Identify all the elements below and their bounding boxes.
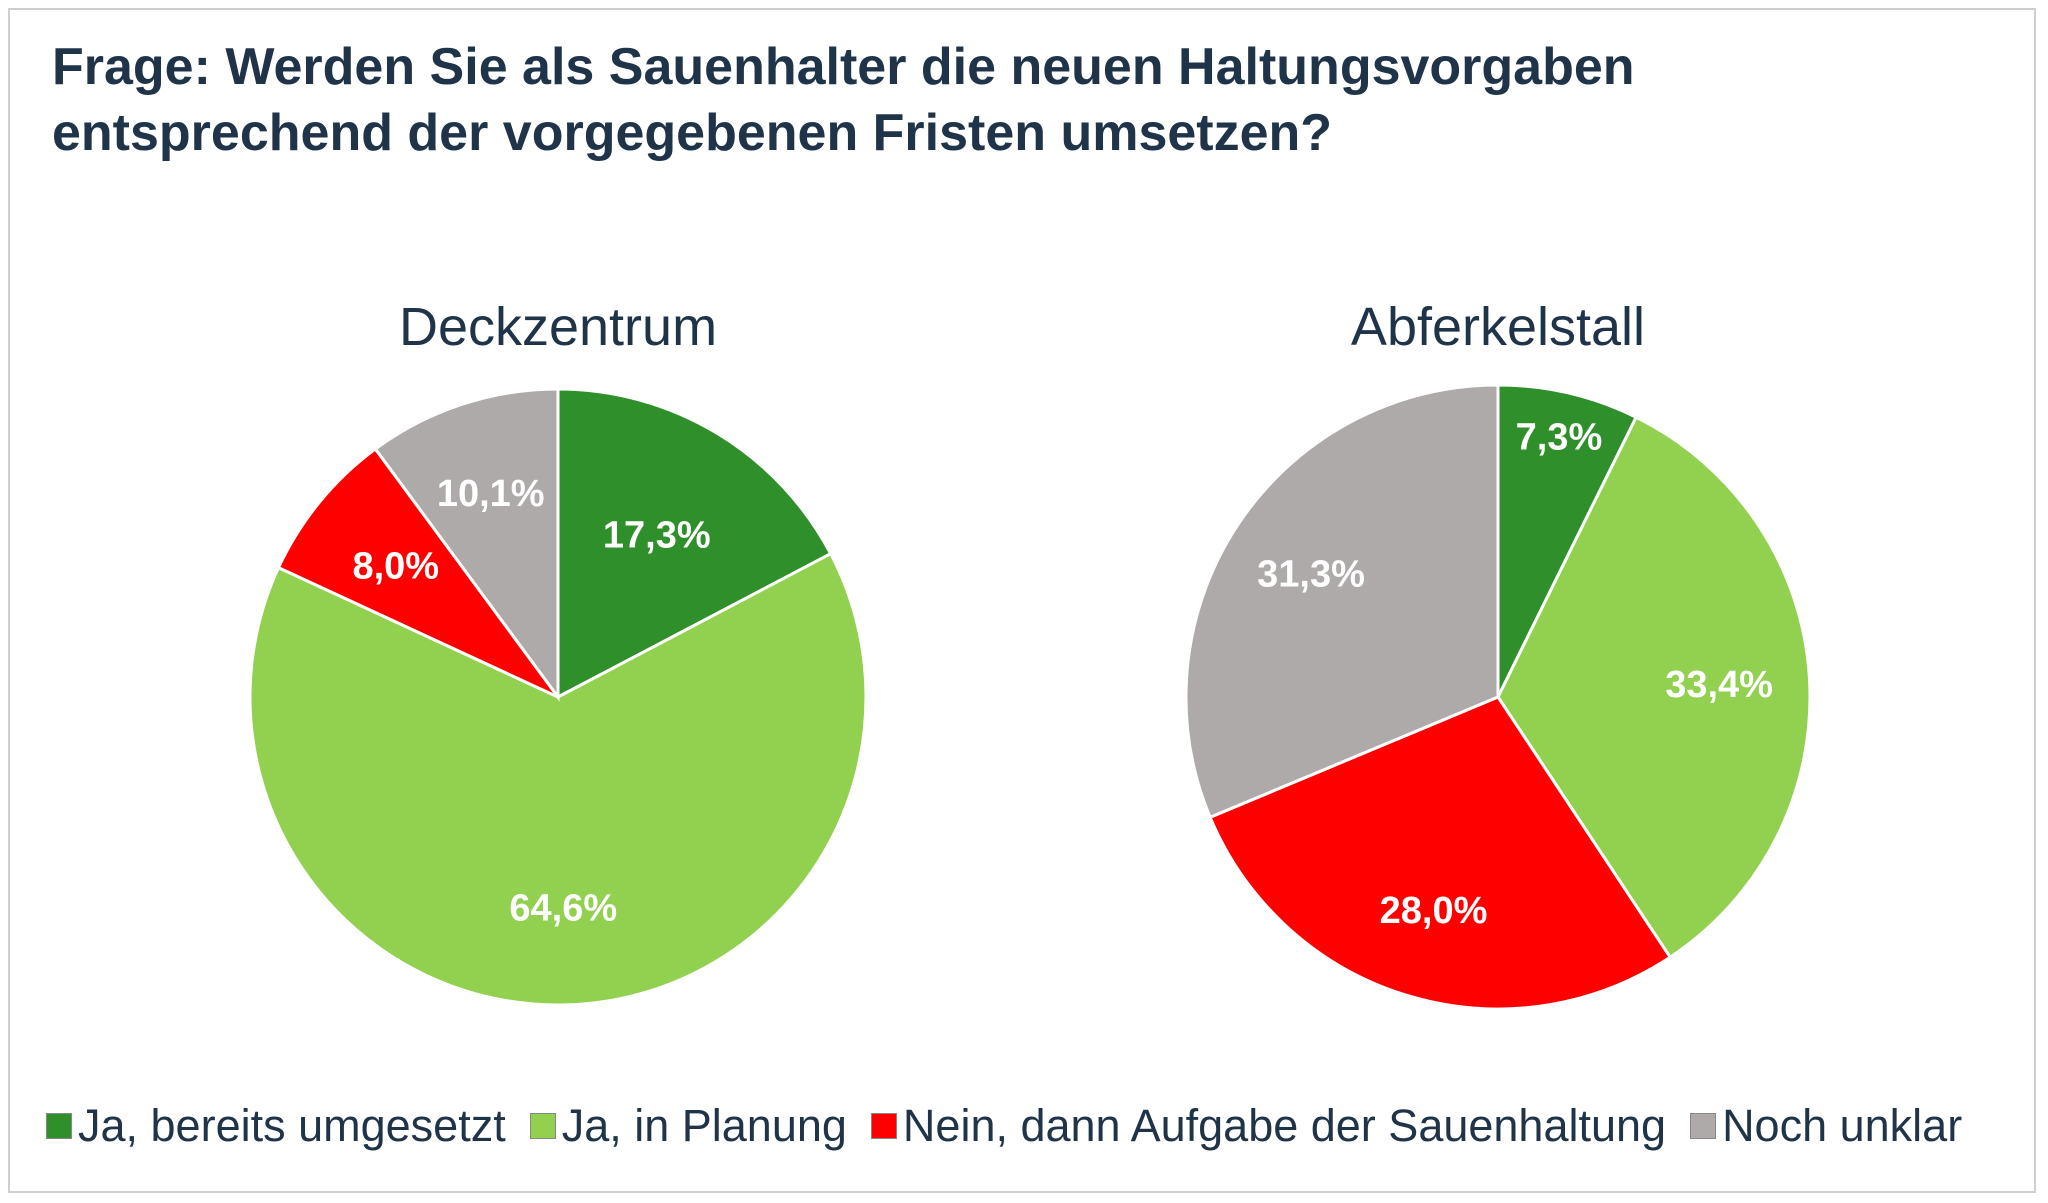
- pie-slice: [556, 387, 833, 700]
- legend-swatch: [1690, 1113, 1717, 1139]
- pie-deckzentrum: Deckzentrum 17,3% 64,6% 8,0% 10,1%: [248, 297, 868, 1007]
- pie-slice: [1184, 383, 1500, 820]
- data-label: 10,1%: [437, 473, 545, 515]
- legend-item-ja-in-planung: Ja, in Planung: [529, 1100, 847, 1152]
- title-line-2: entsprechend der vorgegebenen Fristen um…: [52, 104, 1333, 162]
- legend: Ja, bereits umgesetzt Ja, in Planung Nei…: [46, 1100, 1986, 1152]
- data-label: 7,3%: [1516, 417, 1603, 459]
- pie-slice: [276, 446, 560, 699]
- pie-slice: [373, 387, 560, 702]
- pie-slice: [1496, 383, 1639, 698]
- pie-title: Deckzentrum: [399, 297, 717, 357]
- pie-slice: [1208, 695, 1673, 1011]
- data-label: 33,4%: [1665, 664, 1773, 706]
- legend-swatch: [529, 1113, 556, 1139]
- title-line-1: Frage: Werden Sie als Sauenhalter die ne…: [52, 38, 1635, 96]
- data-label: 64,6%: [509, 887, 617, 929]
- pie-slice: [248, 551, 868, 1007]
- legend-item-nein-aufgabe: Nein, dann Aufgabe der Sauenhaltung: [870, 1100, 1667, 1152]
- chart-frame: [8, 8, 2036, 1193]
- data-label: 28,0%: [1380, 890, 1488, 932]
- data-label: 31,3%: [1257, 553, 1365, 595]
- data-label: 17,3%: [603, 515, 711, 557]
- pie-abferkelstall: Abferkelstall 7,3% 33,4% 28,0% 31,3%: [1184, 297, 1812, 1011]
- legend-item-noch-unklar: Noch unklar: [1690, 1100, 1962, 1152]
- pie-slice: [1496, 415, 1812, 960]
- legend-label: Noch unklar: [1722, 1100, 1963, 1151]
- legend-swatch: [46, 1113, 72, 1139]
- legend-label: Nein, dann Aufgabe der Sauenhaltung: [902, 1100, 1667, 1151]
- pie-title: Abferkelstall: [1351, 297, 1645, 357]
- legend-label: Ja, bereits umgesetzt: [78, 1100, 506, 1151]
- legend-label: Ja, in Planung: [561, 1100, 847, 1151]
- chart-title: Frage: Werden Sie als Sauenhalter die ne…: [52, 34, 1992, 166]
- data-label: 8,0%: [352, 546, 439, 588]
- legend-swatch: [870, 1113, 897, 1139]
- legend-item-ja-bereits-umgesetzt: Ja, bereits umgesetzt: [46, 1100, 506, 1152]
